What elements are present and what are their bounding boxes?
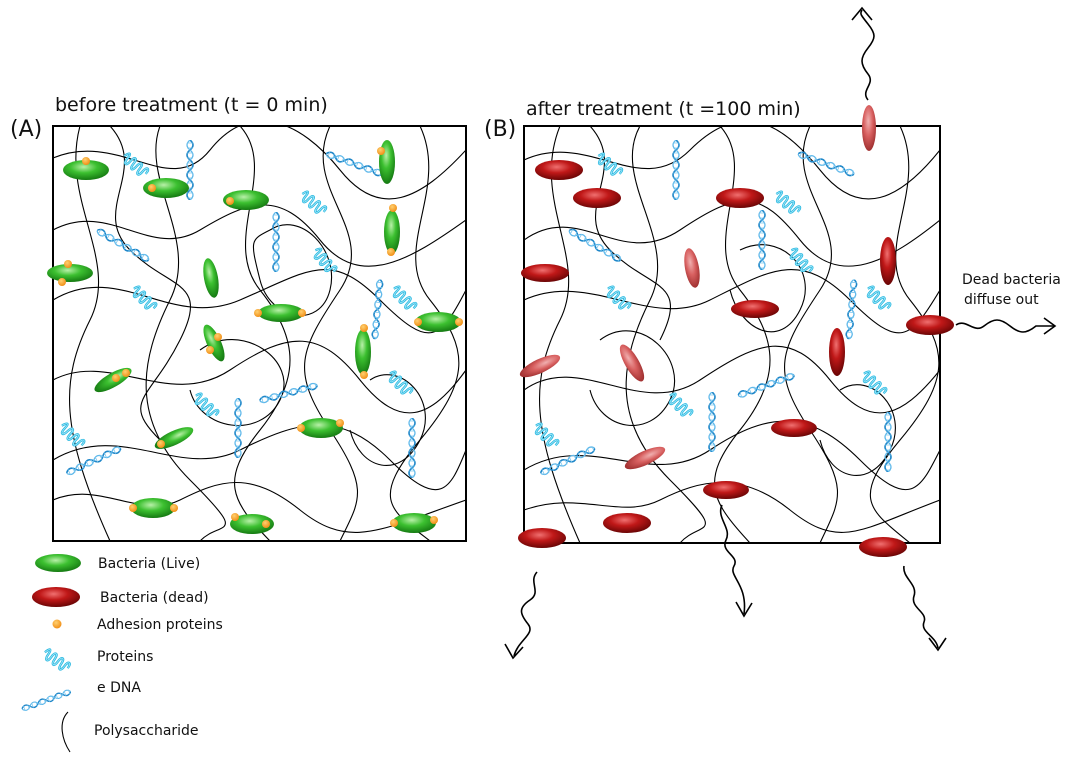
- panel-a-live-bacteria: [47, 140, 463, 534]
- live-bacterium: [154, 427, 194, 449]
- panel-a-frame: [52, 125, 467, 542]
- legend-item-adhesion-proteins: Adhesion proteins: [52, 617, 223, 633]
- dead-bacteria-note-line2: diffuse out: [964, 292, 1039, 308]
- legend-label-live-bacteria: Bacteria (Live): [98, 556, 200, 572]
- live-bacterium: [414, 312, 463, 332]
- panel-a-title: before treatment (t = 0 min): [55, 94, 328, 116]
- legend-item-polysaccharide: Polysaccharide: [61, 711, 199, 753]
- live-bacterium: [390, 513, 438, 533]
- live-bacterium: [203, 324, 225, 362]
- dead-bacterium: [859, 537, 907, 557]
- legend-item-proteins: Proteins: [40, 646, 153, 674]
- dead-bacterium: [771, 419, 817, 437]
- dead-bacterium: [603, 513, 651, 533]
- panel-a: (A) before treatment (t = 0 min): [10, 94, 467, 542]
- edna-icon: [20, 688, 73, 713]
- legend-label-edna: e DNA: [97, 680, 141, 696]
- legend: Bacteria (Live) Bacteria (dead) Adhesion…: [20, 554, 223, 753]
- dead-bacterium: [862, 105, 876, 151]
- dead-bacterium: [829, 328, 845, 376]
- panel-b-label: (B): [484, 117, 516, 142]
- dead-bacterium: [624, 446, 666, 470]
- panel-b: (B) after treatment (t =100 min): [484, 6, 1061, 660]
- live-bacterium: [377, 140, 395, 184]
- legend-label-polysaccharide: Polysaccharide: [94, 723, 199, 739]
- dead-bacteria-icon: [32, 587, 80, 607]
- live-bacterium: [254, 304, 306, 322]
- dead-bacterium: [535, 160, 583, 180]
- live-bacteria-icon: [35, 554, 81, 572]
- live-bacterium: [94, 367, 132, 393]
- live-bacterium: [129, 498, 178, 518]
- diffusion-arrow-right: [955, 319, 1054, 333]
- dead-bacterium: [703, 481, 749, 499]
- dead-bacterium: [716, 188, 764, 208]
- legend-label-adhesion-proteins: Adhesion proteins: [97, 617, 223, 633]
- dead-bacterium: [573, 188, 621, 208]
- live-bacterium: [47, 260, 93, 286]
- adhesion-protein-icon: [52, 619, 62, 629]
- diffusion-arrow-bottom-middle: [719, 504, 746, 615]
- protein-icon: [40, 646, 72, 674]
- panel-b-dead-bacteria: [518, 105, 954, 557]
- dead-bacteria-note-line1: Dead bacteria: [962, 272, 1061, 288]
- dead-bacterium: [619, 344, 645, 382]
- dead-bacterium: [880, 237, 896, 285]
- dead-bacterium: [906, 315, 954, 335]
- live-bacterium: [63, 157, 109, 180]
- live-bacterium: [230, 513, 274, 534]
- diffusion-arrows: [504, 6, 1057, 660]
- panel-b-polysaccharide-network: [524, 126, 940, 543]
- dead-bacterium: [518, 528, 566, 548]
- polysaccharide-icon: [61, 711, 71, 753]
- live-bacterium: [384, 204, 400, 256]
- dead-bacterium: [684, 248, 700, 288]
- live-bacterium: [223, 190, 269, 210]
- panel-b-title: after treatment (t =100 min): [526, 98, 801, 120]
- panel-a-label: (A): [10, 117, 42, 142]
- panel-a-polysaccharide-network: [53, 126, 466, 541]
- live-bacterium: [203, 258, 219, 298]
- legend-item-edna: e DNA: [20, 680, 141, 713]
- live-bacterium: [355, 324, 371, 379]
- live-bacterium: [297, 418, 344, 438]
- dead-bacterium: [519, 354, 561, 378]
- panel-b-frame: [523, 125, 941, 544]
- diffusion-arrow-bottom-right: [903, 565, 939, 649]
- legend-item-dead-bacteria: Bacteria (dead): [32, 587, 209, 607]
- dead-bacterium: [731, 300, 779, 318]
- diffusion-arrow-bottom-left: [513, 571, 538, 657]
- dead-bacterium: [521, 264, 569, 282]
- legend-label-proteins: Proteins: [97, 649, 153, 665]
- diffusion-arrow-up: [860, 9, 875, 101]
- legend-label-dead-bacteria: Bacteria (dead): [100, 590, 209, 606]
- live-bacterium: [143, 178, 189, 198]
- legend-item-live-bacteria: Bacteria (Live): [35, 554, 200, 572]
